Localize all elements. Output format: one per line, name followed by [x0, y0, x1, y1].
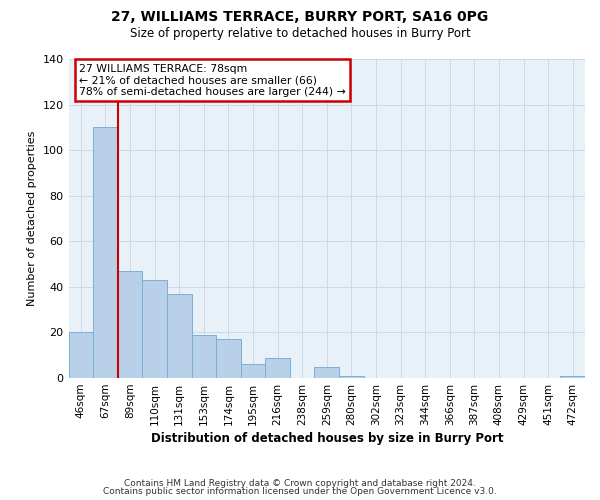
- Bar: [191, 335, 216, 378]
- Bar: [93, 128, 118, 378]
- Text: Size of property relative to detached houses in Burry Port: Size of property relative to detached ho…: [130, 28, 470, 40]
- X-axis label: Distribution of detached houses by size in Burry Port: Distribution of detached houses by size …: [151, 432, 503, 445]
- Bar: [265, 358, 290, 378]
- Bar: [118, 271, 142, 378]
- Text: 27 WILLIAMS TERRACE: 78sqm
← 21% of detached houses are smaller (66)
78% of semi: 27 WILLIAMS TERRACE: 78sqm ← 21% of deta…: [79, 64, 346, 97]
- Bar: [68, 332, 93, 378]
- Bar: [142, 280, 167, 378]
- Bar: [339, 376, 364, 378]
- Text: Contains HM Land Registry data © Crown copyright and database right 2024.: Contains HM Land Registry data © Crown c…: [124, 478, 476, 488]
- Text: Contains public sector information licensed under the Open Government Licence v3: Contains public sector information licen…: [103, 487, 497, 496]
- Bar: [241, 364, 265, 378]
- Bar: [314, 366, 339, 378]
- Text: 27, WILLIAMS TERRACE, BURRY PORT, SA16 0PG: 27, WILLIAMS TERRACE, BURRY PORT, SA16 0…: [112, 10, 488, 24]
- Bar: [167, 294, 191, 378]
- Bar: [216, 340, 241, 378]
- Y-axis label: Number of detached properties: Number of detached properties: [27, 131, 37, 306]
- Bar: [560, 376, 585, 378]
